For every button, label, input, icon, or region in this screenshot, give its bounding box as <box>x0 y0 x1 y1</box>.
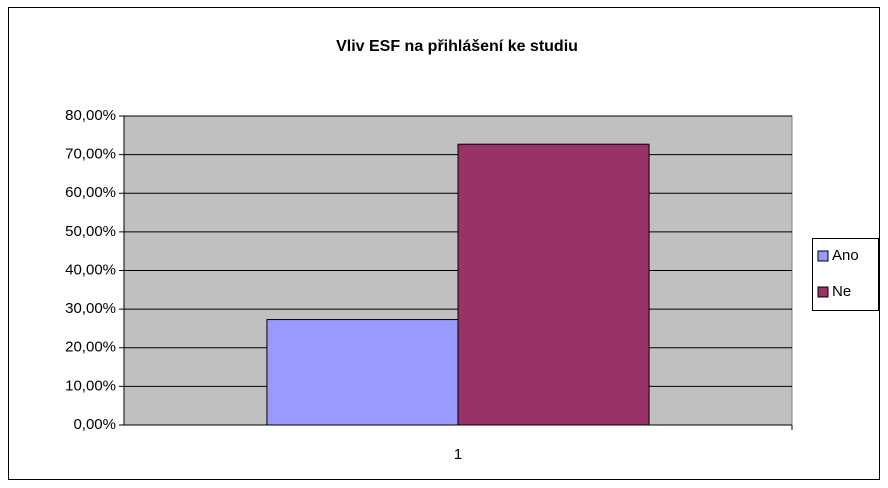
y-tick-label: 20,00% <box>65 339 116 356</box>
y-tick-label: 60,00% <box>65 184 116 201</box>
y-tick-label: 80,00% <box>65 107 116 124</box>
legend-swatch <box>817 250 829 262</box>
bar <box>266 319 459 426</box>
x-tick-label: 1 <box>454 446 462 463</box>
legend-swatch <box>817 286 829 298</box>
y-tick-label: 70,00% <box>65 146 116 163</box>
chart-title: Vliv ESF na přihlášení ke studiu <box>336 38 578 55</box>
y-tick-label: 30,00% <box>65 300 116 317</box>
legend-label: Ne <box>832 283 851 300</box>
bar <box>457 143 650 426</box>
y-tick-label: 10,00% <box>65 377 116 394</box>
y-tick-label: 40,00% <box>65 261 116 278</box>
legend-label: Ano <box>832 247 859 264</box>
y-tick-label: 0,00% <box>73 416 116 433</box>
y-tick-label: 50,00% <box>65 223 116 240</box>
